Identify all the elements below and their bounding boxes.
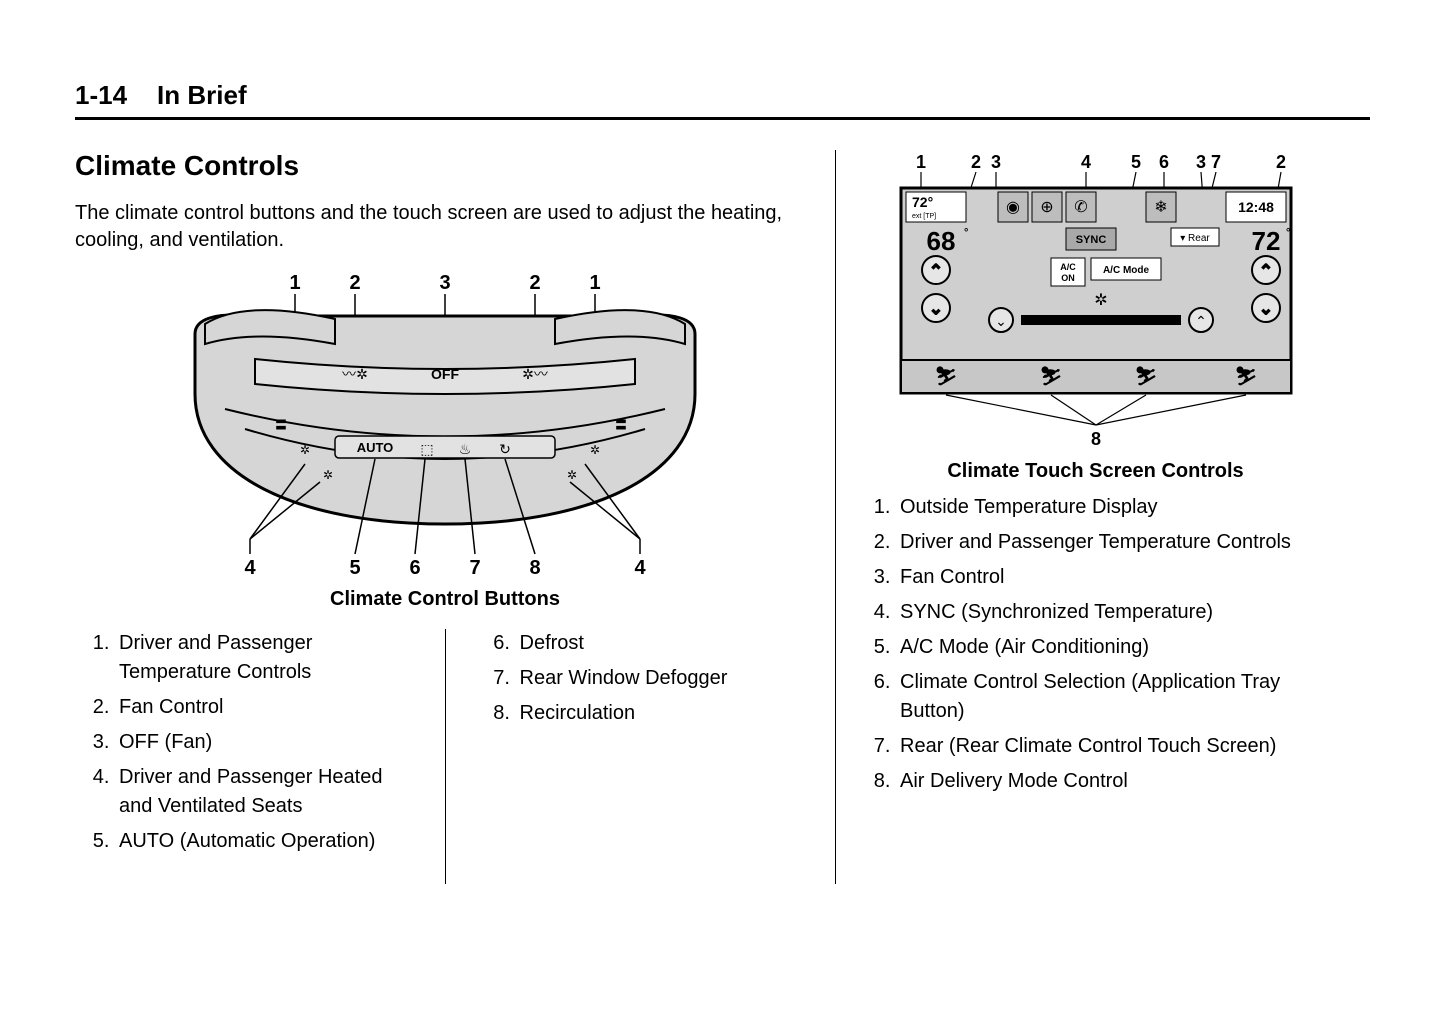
list-item: Recirculation xyxy=(516,699,816,728)
list-columns: Driver and Passenger Temperature Control… xyxy=(75,629,815,884)
svg-text:°: ° xyxy=(1286,227,1290,239)
callout-1b: 1 xyxy=(589,272,600,294)
left-column: Climate Controls The climate control but… xyxy=(75,150,835,884)
svg-text:1: 1 xyxy=(915,152,925,172)
svg-text:72: 72 xyxy=(1251,226,1280,256)
list-item: Fan Control xyxy=(896,563,1335,592)
right-column: 1 2 3 4 5 6 3 7 2 xyxy=(835,150,1335,884)
list-item: Climate Control Selection (Application T… xyxy=(896,668,1335,726)
list-item: SYNC (Synchronized Temperature) xyxy=(896,598,1335,627)
svg-text:✲: ✲ xyxy=(590,443,600,457)
list-item: Fan Control xyxy=(115,693,415,722)
svg-text:°: ° xyxy=(964,227,968,239)
svg-text:↻: ↻ xyxy=(499,441,511,457)
page-header: 1-14 In Brief xyxy=(75,80,1370,120)
page-number: 1-14 xyxy=(75,80,127,111)
svg-text:⊕: ⊕ xyxy=(1040,199,1053,216)
svg-text:7: 7 xyxy=(1210,152,1220,172)
svg-text:✲: ✲ xyxy=(323,468,333,482)
svg-text:⛷: ⛷ xyxy=(1039,366,1062,386)
svg-text:5: 5 xyxy=(1130,152,1140,172)
callout-2b: 2 xyxy=(529,272,540,294)
svg-text:4: 4 xyxy=(1080,152,1090,172)
svg-text:⛷: ⛷ xyxy=(934,366,957,386)
svg-text:✆: ✆ xyxy=(1074,199,1087,216)
svg-text:6: 6 xyxy=(1158,152,1168,172)
svg-text:〓: 〓 xyxy=(615,418,627,432)
touchscreen-svg: 1 2 3 4 5 6 3 7 2 xyxy=(886,150,1306,450)
svg-text:⛷: ⛷ xyxy=(1134,366,1157,386)
list-item: Rear Window Defogger xyxy=(516,664,816,693)
list-item: OFF (Fan) xyxy=(115,728,415,757)
svg-text:72°: 72° xyxy=(912,194,933,210)
section-title: In Brief xyxy=(157,80,247,111)
button-list-left: Driver and Passenger Temperature Control… xyxy=(75,629,415,884)
figure-touchscreen: 1 2 3 4 5 6 3 7 2 xyxy=(886,150,1306,450)
svg-text:♨: ♨ xyxy=(459,441,472,457)
svg-text:⌄: ⌄ xyxy=(1259,301,1272,318)
svg-text:12:48: 12:48 xyxy=(1238,199,1274,215)
callout-1: 1 xyxy=(289,272,300,294)
list-item: A/C Mode (Air Conditioning) xyxy=(896,633,1335,662)
svg-text:✲: ✲ xyxy=(1094,292,1107,309)
svg-text:⌃: ⌃ xyxy=(1259,263,1272,280)
off-label: OFF xyxy=(431,366,459,382)
climate-buttons-svg: 1 2 3 2 1 xyxy=(155,264,735,584)
svg-text:68: 68 xyxy=(926,226,955,256)
svg-text:ON: ON xyxy=(1061,273,1075,283)
svg-text:⛷: ⛷ xyxy=(1234,366,1257,386)
svg-text:◉: ◉ xyxy=(1006,199,1020,216)
list-item: AUTO (Automatic Operation) xyxy=(115,827,415,856)
svg-text:✲〰: ✲〰 xyxy=(522,366,548,382)
svg-text:A/C: A/C xyxy=(1060,262,1076,272)
svg-text:2: 2 xyxy=(1275,152,1285,172)
svg-text:〰✲: 〰✲ xyxy=(342,366,368,382)
svg-text:⌃: ⌃ xyxy=(929,263,942,280)
svg-text:⌄: ⌄ xyxy=(995,313,1007,329)
list-item: Outside Temperature Display xyxy=(896,493,1335,522)
list-item: Driver and Passenger Temperature Control… xyxy=(115,629,415,687)
svg-text:8: 8 xyxy=(529,557,540,579)
button-list-right: Defrost Rear Window Defogger Recirculati… xyxy=(476,629,816,884)
list-item: Rear (Rear Climate Control Touch Screen) xyxy=(896,732,1335,761)
svg-text:4: 4 xyxy=(634,557,646,579)
list-item: Driver and Passenger Heated and Ventilat… xyxy=(115,763,415,821)
figure2-caption: Climate Touch Screen Controls xyxy=(856,460,1335,483)
svg-text:⌃: ⌃ xyxy=(1195,313,1207,329)
svg-text:SYNC: SYNC xyxy=(1075,234,1106,246)
list-item: Driver and Passenger Temperature Control… xyxy=(896,528,1335,557)
list-item: Defrost xyxy=(516,629,816,658)
intro-paragraph: The climate control buttons and the touc… xyxy=(75,200,815,254)
svg-text:3: 3 xyxy=(990,152,1000,172)
svg-text:✲: ✲ xyxy=(300,443,310,457)
svg-text:❄: ❄ xyxy=(1154,199,1167,216)
svg-text:A/C Mode: A/C Mode xyxy=(1102,265,1149,276)
page-title: Climate Controls xyxy=(75,150,815,182)
auto-label: AUTO xyxy=(357,440,394,455)
svg-text:6: 6 xyxy=(409,557,420,579)
callout-2: 2 xyxy=(349,272,360,294)
callout-3: 3 xyxy=(439,272,450,294)
content-columns: Climate Controls The climate control but… xyxy=(75,150,1370,884)
svg-text:8: 8 xyxy=(1090,429,1100,449)
touchscreen-list: Outside Temperature Display Driver and P… xyxy=(856,493,1335,796)
svg-text:⬚: ⬚ xyxy=(420,441,433,457)
svg-text:✲: ✲ xyxy=(567,468,577,482)
figure-climate-buttons: 1 2 3 2 1 xyxy=(155,264,735,611)
svg-text:5: 5 xyxy=(349,557,360,579)
figure1-caption: Climate Control Buttons xyxy=(155,588,735,611)
svg-text:▾ Rear: ▾ Rear xyxy=(1180,233,1210,244)
svg-text:2: 2 xyxy=(970,152,980,172)
svg-text:ext [TP]: ext [TP] xyxy=(912,213,936,220)
svg-text:〓: 〓 xyxy=(275,418,287,432)
svg-text:3: 3 xyxy=(1195,152,1205,172)
svg-text:⌄: ⌄ xyxy=(929,301,942,318)
svg-text:4: 4 xyxy=(244,557,256,579)
list-item: Air Delivery Mode Control xyxy=(896,767,1335,796)
svg-text:7: 7 xyxy=(469,557,480,579)
